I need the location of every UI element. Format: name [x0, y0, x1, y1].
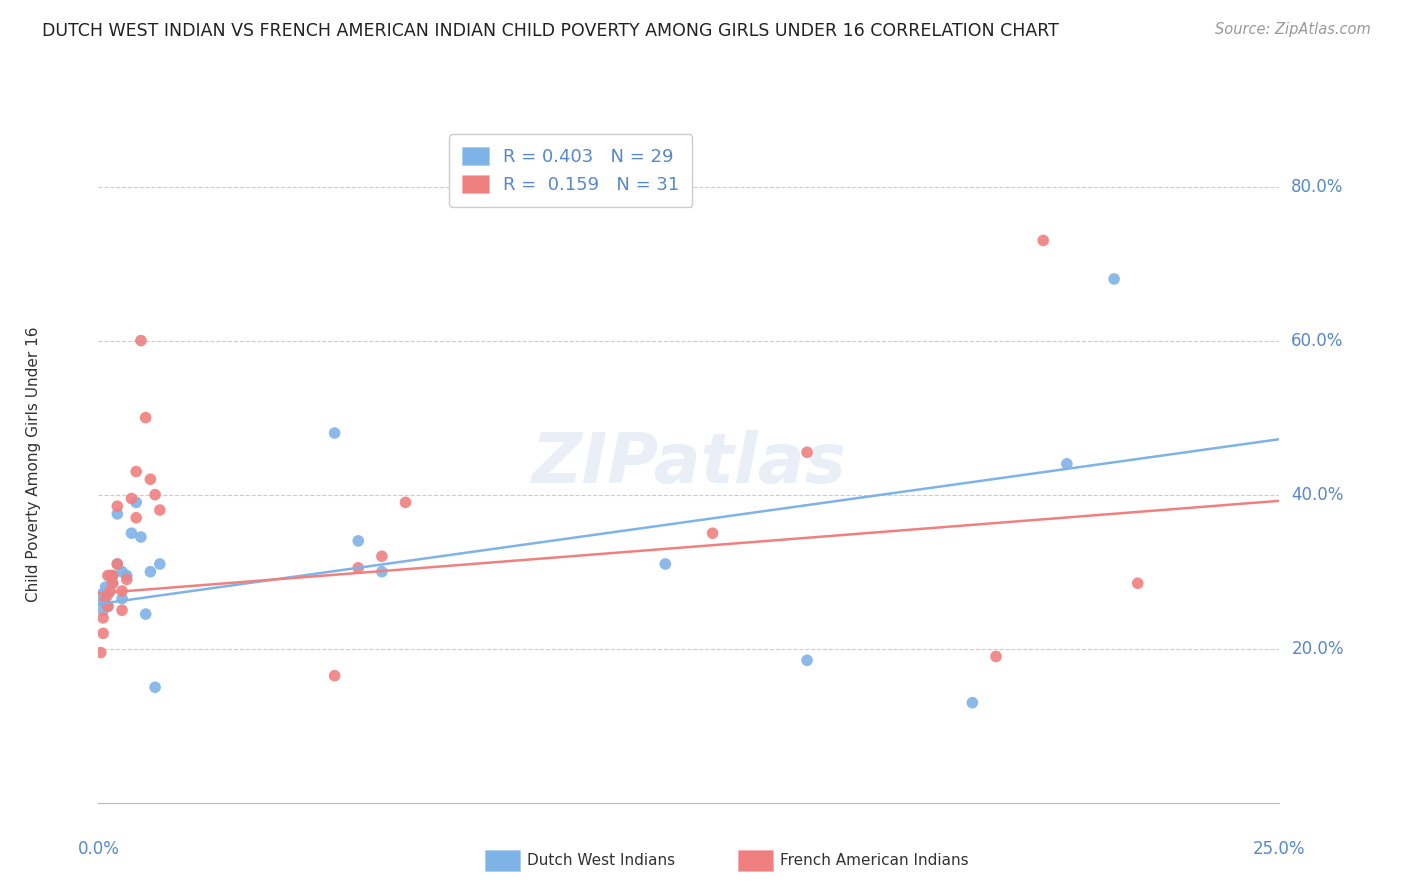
Point [125, 465, 148, 479]
Point [125, 510, 148, 524]
Text: Dutch West Indians: Dutch West Indians [527, 854, 675, 868]
Point [149, 557, 172, 571]
Point [149, 503, 172, 517]
Point [111, 603, 134, 617]
Point [91, 626, 114, 640]
Text: 60.0%: 60.0% [1291, 332, 1344, 350]
Text: French American Indians: French American Indians [780, 854, 969, 868]
Point [654, 557, 676, 571]
Point [97, 599, 120, 614]
Point [90, 646, 112, 660]
Point [984, 649, 1007, 664]
Point [91, 603, 114, 617]
Point [94, 580, 117, 594]
Point [323, 425, 346, 440]
Text: Source: ZipAtlas.com: Source: ZipAtlas.com [1215, 22, 1371, 37]
Point [139, 565, 162, 579]
Point [143, 488, 166, 502]
Point [371, 565, 394, 579]
Point [111, 591, 134, 606]
Text: DUTCH WEST INDIAN VS FRENCH AMERICAN INDIAN CHILD POVERTY AMONG GIRLS UNDER 16 C: DUTCH WEST INDIAN VS FRENCH AMERICAN IND… [42, 22, 1059, 40]
Text: 20.0%: 20.0% [1291, 640, 1344, 657]
Point [98, 583, 121, 598]
Text: ZIPatlas: ZIPatlas [531, 430, 846, 498]
Point [90, 588, 112, 602]
Point [139, 472, 162, 486]
Point [97, 568, 120, 582]
Point [115, 573, 138, 587]
Legend: R = 0.403   N = 29, R =  0.159   N = 31: R = 0.403 N = 29, R = 0.159 N = 31 [450, 134, 692, 207]
Point [143, 680, 166, 694]
Point [347, 533, 370, 548]
Point [371, 549, 394, 564]
Point [105, 557, 128, 571]
Point [105, 557, 128, 571]
Point [1102, 272, 1125, 286]
Point [796, 653, 818, 667]
Point [111, 583, 134, 598]
Point [135, 607, 157, 621]
Point [702, 526, 724, 541]
Point [796, 445, 818, 459]
Point [129, 334, 152, 348]
Point [323, 669, 346, 683]
Text: 80.0%: 80.0% [1291, 178, 1344, 195]
Point [98, 568, 121, 582]
Point [1126, 576, 1149, 591]
Text: 0.0%: 0.0% [77, 840, 120, 858]
Point [1032, 234, 1054, 248]
Point [125, 495, 148, 509]
Point [1056, 457, 1078, 471]
Point [101, 568, 124, 582]
Point [105, 500, 128, 514]
Point [347, 561, 370, 575]
Point [97, 599, 120, 614]
Point [121, 526, 143, 541]
Point [135, 410, 157, 425]
Point [115, 568, 138, 582]
Text: 40.0%: 40.0% [1291, 485, 1344, 504]
Point [105, 507, 128, 521]
Point [129, 530, 152, 544]
Point [97, 588, 120, 602]
Text: Child Poverty Among Girls Under 16: Child Poverty Among Girls Under 16 [25, 326, 41, 601]
Point [101, 576, 124, 591]
Point [394, 495, 416, 509]
Point [91, 611, 114, 625]
Text: 25.0%: 25.0% [1253, 840, 1306, 858]
Point [91, 595, 114, 609]
Point [94, 591, 117, 606]
Point [962, 696, 984, 710]
Point [121, 491, 143, 506]
Point [101, 576, 124, 591]
Point [101, 568, 124, 582]
Point [111, 565, 134, 579]
